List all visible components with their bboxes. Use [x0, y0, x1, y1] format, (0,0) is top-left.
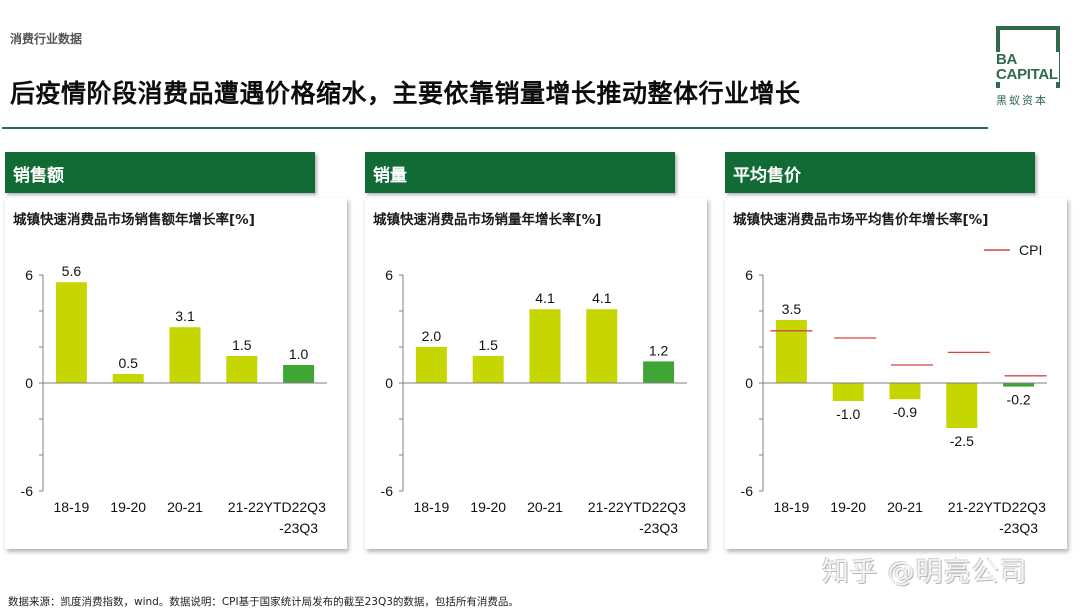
x-tick-label: 21-22YTD22Q3: [228, 499, 326, 515]
chart-title: 城镇快速消费品市场销售额年增长率[%]: [13, 212, 255, 228]
bar: [1003, 383, 1035, 387]
chart-card: 城镇快速消费品市场销售额年增长率[%] 6 0 -6 5.6 0.5 3.1 1.5 1.0 1…: [5, 198, 347, 549]
x-tick-label: 19-20: [830, 499, 866, 515]
y-tick-label: 0: [745, 375, 753, 391]
bar: [586, 309, 618, 383]
logo-line2: CAPITAL: [996, 66, 1058, 83]
logo-wordmark: BA CAPITAL: [996, 52, 1059, 82]
bar-chart: 6 0 -6 5.6 0.5 3.1 1.5 1.0 18-19 19-20 20-21 21-22Y…: [21, 263, 327, 536]
x-tick-label: -23Q3: [639, 520, 678, 536]
y-tick-label: -6: [741, 483, 754, 499]
panel-sales-revenue: 销售额 城镇快速消费品市场销售额年增长率[%] 6 0 -6 5.6 0.5 3.1 1.5…: [5, 152, 350, 552]
x-tick-label: 18-19: [53, 499, 89, 515]
x-tick-label: 20-21: [887, 499, 923, 515]
legend-cpi-label: CPI: [1019, 242, 1042, 258]
data-label: -2.5: [950, 433, 974, 449]
x-tick-label: -23Q3: [999, 520, 1038, 536]
chart-title: 城镇快速消费品市场销量年增长率[%]: [373, 212, 602, 228]
watermark: 知乎 @明亮公司: [822, 557, 1028, 588]
title-divider: [2, 127, 988, 129]
data-label: 2.0: [422, 328, 442, 344]
data-label: 3.5: [782, 301, 802, 317]
bar-chart-with-cpi: 6 0 -6 3.5 -1.0 -0.9 -2.5 -0.2 CPI 18-19 19-20 20-2…: [741, 242, 1047, 536]
panel-header: 平均售价: [725, 152, 1035, 193]
y-tick-label: 6: [385, 267, 393, 283]
x-tick-label: 21-22YTD22Q3: [948, 499, 1046, 515]
data-label: 4.1: [535, 290, 555, 306]
data-label: 1.0: [289, 346, 309, 362]
data-label: -1.0: [836, 406, 860, 422]
y-tick-label: -6: [21, 483, 34, 499]
y-tick-label: 6: [25, 267, 33, 283]
panel-header: 销售额: [5, 152, 315, 193]
section-tag: 消费行业数据: [10, 32, 83, 46]
chart-card: 城镇快速消费品市场销量年增长率[%] 6 0 -6 2.0 1.5 4.1 4.1 1.2 18…: [365, 198, 707, 549]
y-tick-label: 6: [745, 267, 753, 283]
panel-average-price: 平均售价 城镇快速消费品市场平均售价年增长率[%] 6 0 -6 3.5 -1.0 -0.…: [725, 152, 1070, 552]
bar: [889, 383, 921, 400]
bar: [55, 282, 87, 383]
x-tick-label: 19-20: [110, 499, 146, 515]
bar: [946, 383, 978, 428]
panel-header: 销量: [365, 152, 675, 193]
y-tick-label: 0: [25, 375, 33, 391]
page-title: 后疫情阶段消费品遭遇价格缩水，主要依靠销量增长推动整体行业增长: [10, 79, 801, 108]
data-label: 0.5: [118, 355, 138, 371]
data-label: 3.1: [175, 308, 195, 324]
ba-capital-logo: BA CAPITAL 黑蚁资本: [996, 26, 1062, 107]
bar: [169, 327, 201, 383]
y-tick-label: 0: [385, 375, 393, 391]
data-label: 4.1: [592, 290, 612, 306]
data-label: 5.6: [62, 263, 82, 279]
data-label: -0.9: [893, 404, 917, 420]
x-tick-label: 18-19: [413, 499, 449, 515]
bar: [472, 356, 504, 383]
bar: [643, 361, 675, 383]
x-tick-label: 20-21: [167, 499, 203, 515]
panel-sales-volume: 销量 城镇快速消费品市场销量年增长率[%] 6 0 -6 2.0 1.5 4.1 4.1 1.…: [365, 152, 710, 552]
bar: [775, 320, 807, 383]
data-label: 1.5: [232, 337, 252, 353]
bar: [415, 347, 447, 383]
bar: [529, 309, 561, 383]
x-tick-label: -23Q3: [279, 520, 318, 536]
data-label: 1.5: [478, 337, 498, 353]
bar: [283, 365, 315, 383]
x-tick-label: 18-19: [773, 499, 809, 515]
chart-card: 城镇快速消费品市场平均售价年增长率[%] 6 0 -6 3.5 -1.0 -0.9 -2.5…: [725, 198, 1067, 549]
bar-chart: 6 0 -6 2.0 1.5 4.1 4.1 1.2 18-19 19-20 20-21 21-22Y…: [381, 267, 687, 536]
logo-line1: BA: [996, 51, 1018, 68]
bar: [832, 383, 864, 401]
logo-chinese: 黑蚁资本: [996, 94, 1048, 107]
data-label: -0.2: [1007, 392, 1031, 408]
footer-source-note: 数据来源：凯度消费指数，wind。数据说明：CPI基于国家统计局发布的截至23Q…: [8, 596, 519, 608]
bar: [112, 374, 144, 383]
bar: [226, 356, 258, 383]
data-label: 1.2: [649, 342, 669, 358]
x-tick-label: 20-21: [527, 499, 563, 515]
y-tick-label: -6: [381, 483, 394, 499]
x-tick-label: 21-22YTD22Q3: [588, 499, 686, 515]
chart-title: 城镇快速消费品市场平均售价年增长率[%]: [733, 212, 989, 228]
x-tick-label: 19-20: [470, 499, 506, 515]
